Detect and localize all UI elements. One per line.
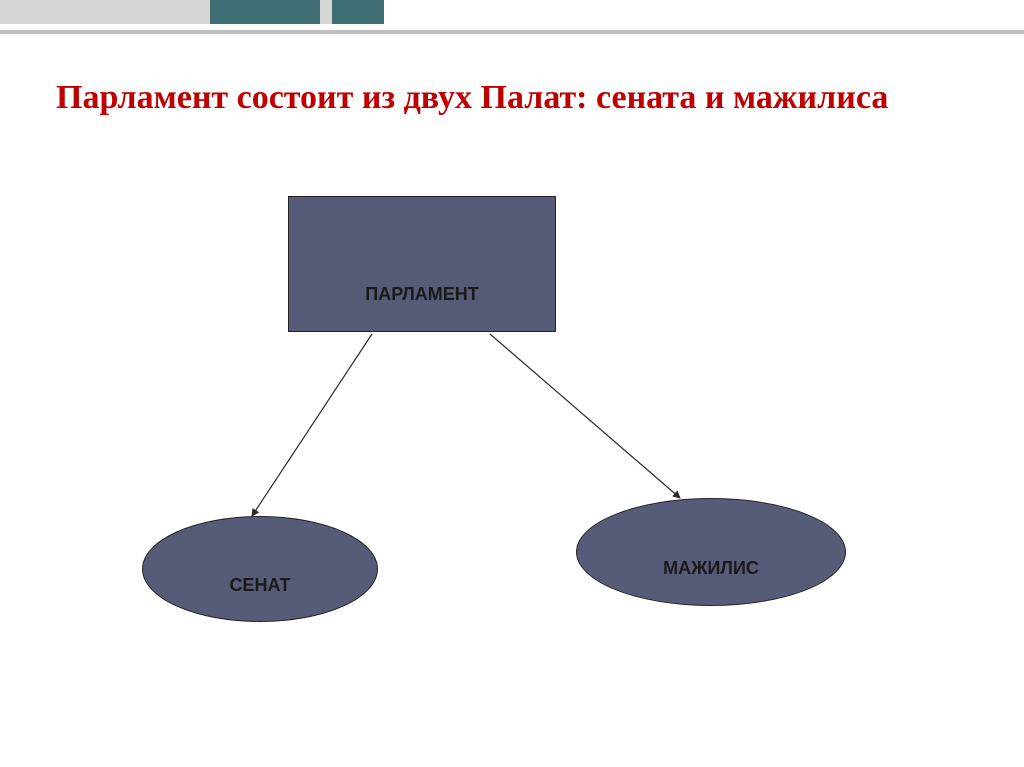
node-parliament: ПАРЛАМЕНТ: [288, 196, 556, 332]
diagram-canvas: ПАРЛАМЕНТ СЕНАТ МАЖИЛИС: [0, 0, 1024, 767]
edge: [252, 334, 372, 516]
node-majilis-label: МАЖИЛИС: [663, 558, 759, 579]
node-senate-label: СЕНАТ: [229, 575, 290, 596]
node-senate: СЕНАТ: [142, 516, 378, 622]
node-majilis: МАЖИЛИС: [576, 498, 846, 606]
node-parliament-label: ПАРЛАМЕНТ: [365, 284, 478, 305]
diagram-edges: [0, 0, 1024, 767]
edge: [490, 334, 680, 498]
